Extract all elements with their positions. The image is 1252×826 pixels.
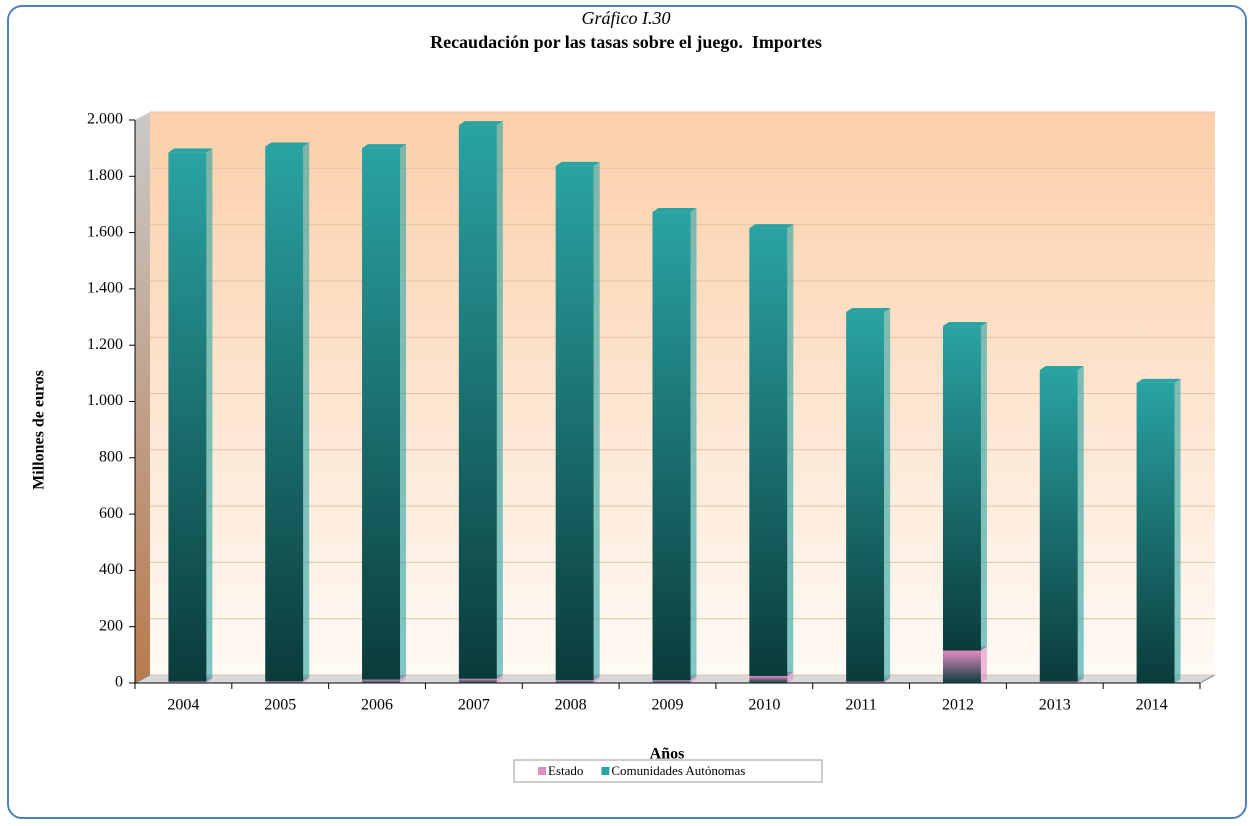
- bar-side: [206, 677, 213, 683]
- x-tick-label: 2011: [845, 697, 876, 714]
- bar-segment: [555, 165, 594, 681]
- bar-side: [303, 142, 310, 682]
- bar-side: [400, 144, 407, 680]
- bar-side: [1077, 677, 1084, 683]
- bar-top: [942, 322, 987, 327]
- legend-label: Comunidades Autónomas: [611, 763, 745, 778]
- bar-segment: [1039, 369, 1078, 682]
- bar-side: [496, 674, 503, 683]
- bar-side: [593, 161, 600, 681]
- bar-segment: [168, 681, 207, 683]
- bar-side: [980, 646, 987, 683]
- x-tick-label: 2010: [748, 697, 780, 714]
- y-tick-label: 2.000: [87, 111, 123, 128]
- bar-segment: [458, 125, 497, 679]
- y-tick-label: 1.600: [87, 223, 123, 240]
- bar-side: [206, 148, 213, 682]
- bar-segment: [942, 326, 981, 651]
- y-tick-label: 600: [99, 505, 123, 522]
- bar-top: [1136, 378, 1181, 383]
- legend-swatch: [601, 767, 610, 775]
- bar-top: [1039, 365, 1084, 370]
- bar-segment: [1039, 681, 1078, 683]
- x-tick-label: 2008: [555, 697, 587, 714]
- bar-segment: [265, 681, 304, 683]
- chart-caption: Gráfico I.30: [582, 8, 671, 28]
- chart-title: Recaudación por las tasas sobre el juego…: [430, 32, 822, 52]
- bar-segment: [362, 148, 401, 680]
- bar-segment: [362, 679, 401, 683]
- x-tick-label: 2006: [361, 697, 393, 714]
- bar-segment: [458, 678, 497, 683]
- y-tick-label: 400: [99, 561, 123, 578]
- bar-side: [496, 121, 503, 679]
- bar-top: [265, 142, 310, 147]
- bar-segment: [942, 650, 981, 683]
- x-axis-label: Años: [650, 746, 685, 763]
- y-tick-label: 1.400: [87, 280, 123, 297]
- bar-top: [555, 161, 600, 166]
- bar-side: [690, 208, 697, 681]
- bar-side: [787, 671, 794, 683]
- y-tick-label: 1.200: [87, 336, 123, 353]
- legend-label: Estado: [548, 763, 583, 778]
- bar-side: [400, 675, 407, 683]
- bar-side: [593, 676, 600, 683]
- bar-side: [303, 677, 310, 683]
- bar-side: [787, 224, 794, 676]
- x-tick-label: 2013: [1039, 697, 1071, 714]
- x-tick-label: 2009: [652, 697, 684, 714]
- side-wall: [135, 112, 150, 683]
- y-axis-label: Millones de euros: [31, 370, 48, 490]
- bar-segment: [555, 680, 594, 683]
- x-tick-label: 2014: [1136, 697, 1168, 714]
- bar-segment: [652, 212, 691, 681]
- bar-top: [652, 208, 697, 213]
- bar-segment: [168, 152, 207, 682]
- x-tick-label: 2007: [458, 697, 490, 714]
- bar-segment: [1136, 382, 1175, 683]
- x-tick-label: 2012: [942, 697, 974, 714]
- bar-top: [846, 307, 891, 312]
- bar-side: [690, 676, 697, 683]
- bar-side: [1077, 365, 1084, 682]
- bar-side: [884, 307, 891, 682]
- bar-segment: [749, 228, 788, 676]
- legend: [513, 759, 823, 783]
- bar-top: [749, 224, 794, 229]
- bar-segment: [846, 681, 885, 683]
- y-tick-label: 200: [99, 617, 123, 634]
- y-tick-label: 800: [99, 448, 123, 465]
- bar-top: [168, 148, 213, 153]
- x-tick-label: 2004: [167, 697, 199, 714]
- bar-segment: [652, 680, 691, 683]
- bar-top: [458, 121, 503, 126]
- y-tick-label: 0: [115, 674, 123, 691]
- bar-segment: [749, 675, 788, 683]
- bar-segment: [846, 311, 885, 682]
- x-tick-label: 2005: [264, 697, 296, 714]
- y-tick-label: 1.800: [87, 167, 123, 184]
- legend-swatch: [538, 767, 546, 775]
- bar-side: [1174, 378, 1181, 683]
- bar-segment: [265, 146, 304, 682]
- bar-top: [362, 144, 407, 149]
- bar-side: [980, 322, 987, 651]
- y-tick-label: 1.000: [87, 392, 123, 409]
- bar-side: [884, 677, 891, 683]
